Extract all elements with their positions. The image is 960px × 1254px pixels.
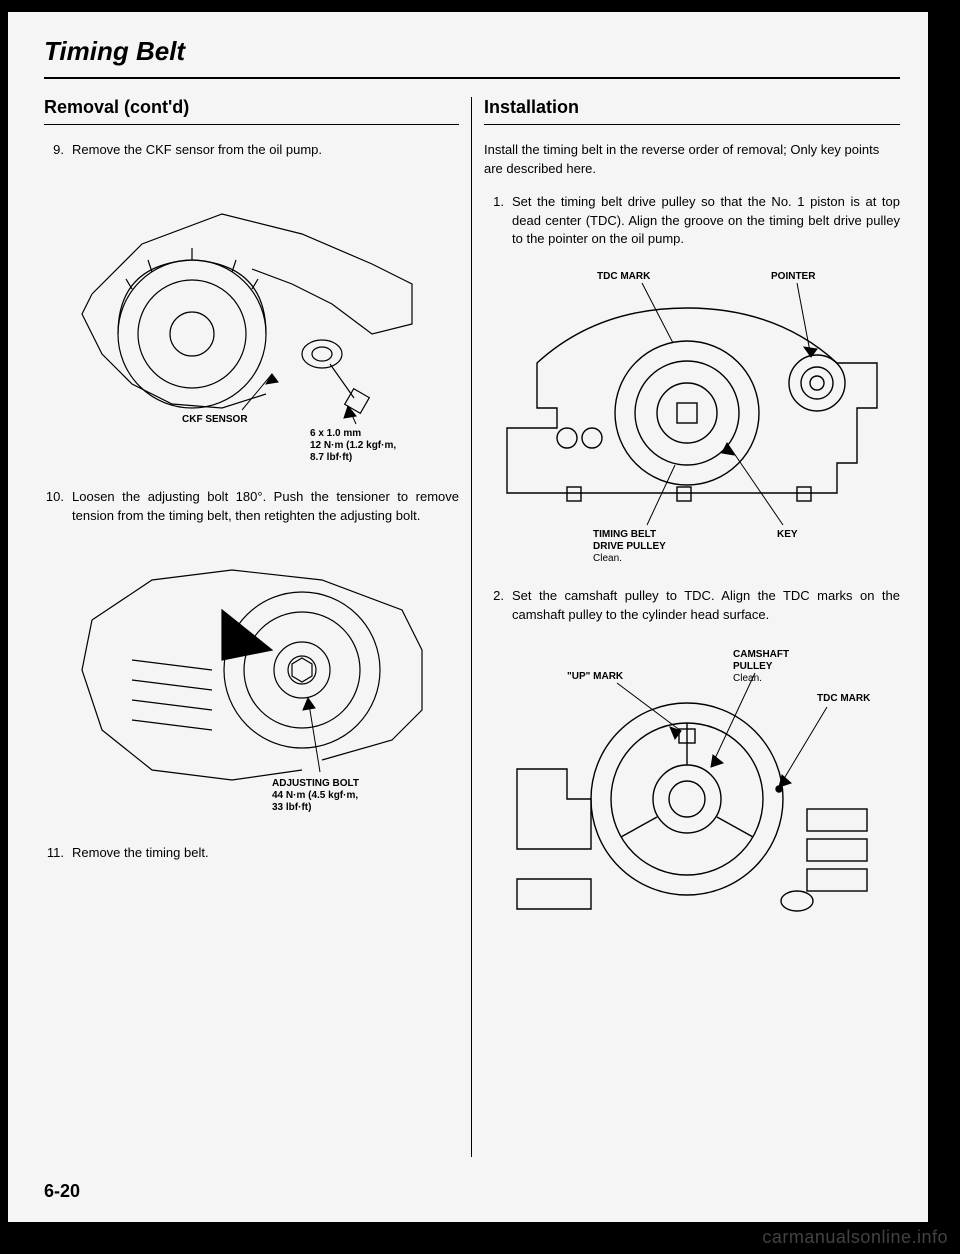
label-torque-2: 33 lbf·ft) — [272, 802, 311, 813]
columns: Removal (cont'd) 9. Remove the CKF senso… — [44, 97, 900, 1157]
watermark: carmanualsonline.info — [762, 1227, 948, 1248]
step-num: 1. — [484, 193, 504, 250]
step-11: 11. Remove the timing belt. — [44, 844, 459, 863]
label-ckf-sensor: CKF SENSOR — [182, 414, 248, 425]
label-pointer: POINTER — [771, 271, 816, 282]
label-adjusting-bolt: ADJUSTING BOLT — [272, 778, 359, 789]
step-10: 10. Loosen the adjusting bolt 180°. Push… — [44, 488, 459, 526]
label-tdc-mark2: TDC MARK — [817, 693, 871, 704]
label-torque-2: 8.7 lbf·ft) — [310, 452, 352, 463]
label-clean2: Clean. — [733, 673, 762, 684]
figure-ckf-sensor: CKF SENSOR 6 x 1.0 mm 12 N·m (1.2 kgf·m,… — [44, 174, 459, 464]
label-camshaft: CAMSHAFT — [733, 649, 789, 660]
step-text: Set the timing belt drive pulley so that… — [512, 193, 900, 250]
label-timing-belt: TIMING BELT — [593, 529, 656, 540]
label-key: KEY — [777, 529, 798, 540]
label-clean: Clean. — [593, 553, 622, 563]
step-text: Set the camshaft pulley to TDC. Align th… — [512, 587, 900, 625]
label-bolt-size: 6 x 1.0 mm — [310, 428, 361, 439]
step-num: 9. — [44, 141, 64, 160]
figure-drive-pulley: TDC MARK POINTER TIMING BELT DRIVE PULLE… — [484, 263, 900, 563]
page-title: Timing Belt — [44, 36, 900, 67]
figure-adjusting-bolt: ADJUSTING BOLT 44 N·m (4.5 kgf·m, 33 lbf… — [44, 540, 459, 820]
step-num: 11. — [44, 844, 64, 863]
col-left: Removal (cont'd) 9. Remove the CKF senso… — [44, 97, 472, 1157]
page-number: 6-20 — [44, 1181, 80, 1202]
step-num: 10. — [44, 488, 64, 526]
step-9: 9. Remove the CKF sensor from the oil pu… — [44, 141, 459, 160]
step-text: Loosen the adjusting bolt 180°. Push the… — [72, 488, 459, 526]
step-num: 2. — [484, 587, 504, 625]
col-right: Installation Install the timing belt in … — [472, 97, 900, 1157]
label-pulley: PULLEY — [733, 661, 773, 672]
step-1: 1. Set the timing belt drive pulley so t… — [484, 193, 900, 250]
label-up-mark: "UP" MARK — [567, 671, 624, 682]
label-torque-1: 44 N·m (4.5 kgf·m, — [272, 790, 358, 801]
step-2: 2. Set the camshaft pulley to TDC. Align… — [484, 587, 900, 625]
heading-installation: Installation — [484, 97, 900, 118]
install-intro: Install the timing belt in the reverse o… — [484, 141, 900, 179]
label-drive-pulley: DRIVE PULLEY — [593, 541, 666, 552]
label-tdc-mark: TDC MARK — [597, 271, 651, 282]
page: Timing Belt Removal (cont'd) 9. Remove t… — [8, 12, 928, 1222]
section-rule-right — [484, 124, 900, 125]
section-rule-left — [44, 124, 459, 125]
heading-removal: Removal (cont'd) — [44, 97, 459, 118]
step-text: Remove the CKF sensor from the oil pump. — [72, 141, 459, 160]
step-text: Remove the timing belt. — [72, 844, 459, 863]
label-torque-1: 12 N·m (1.2 kgf·m, — [310, 440, 396, 451]
figure-camshaft-pulley: "UP" MARK CAMSHAFT PULLEY Clean. TDC MAR… — [484, 639, 900, 939]
rule-top — [44, 77, 900, 79]
